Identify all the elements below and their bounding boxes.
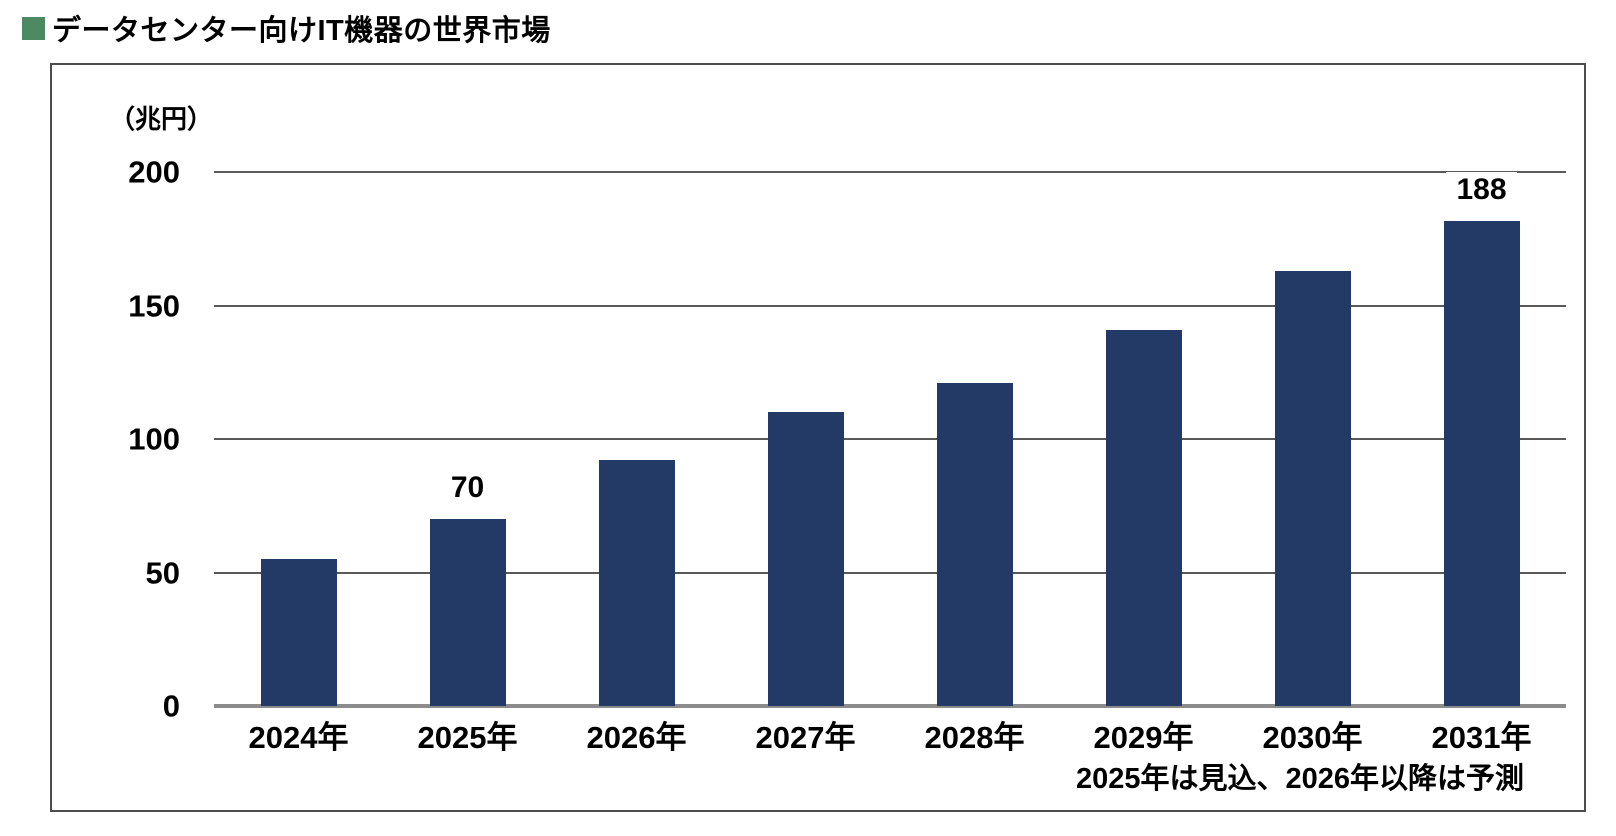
bar-2029年	[1105, 329, 1182, 706]
x-tick-label-2031年: 2031年	[1431, 720, 1532, 755]
bar-value-label-2025年: 70	[440, 470, 495, 507]
bar-slot-2029年	[1059, 172, 1228, 706]
bar-slot-2025年: 70	[383, 172, 552, 706]
y-tick-label-50: 50	[145, 555, 180, 590]
bar-slot-2031年: 188	[1397, 172, 1566, 706]
x-tick-label-2030年: 2030年	[1262, 720, 1363, 755]
bar-slot-2030年	[1228, 172, 1397, 706]
page-title-text: データセンター向けIT機器の世界市場	[52, 15, 551, 47]
y-tick-label-0: 0	[162, 688, 180, 724]
gridline-100	[214, 438, 1566, 440]
y-tick-label-200: 200	[128, 154, 180, 190]
bar-slot-2024年	[214, 172, 383, 706]
x-tick-label-2026年: 2026年	[586, 720, 687, 755]
chart-frame: （兆円） 70 188 200 150 100 50 0 2024年 2025年 2026年 2…	[50, 63, 1586, 812]
gridline-50	[214, 571, 1566, 574]
bar-slot-2028年	[890, 172, 1059, 706]
chart-footnote: 2025年は見込、2026年以降は予測	[1075, 763, 1524, 795]
x-tick-label-2028年: 2028年	[924, 720, 1025, 755]
bar-2026年	[598, 460, 675, 706]
bar-2025年	[429, 519, 506, 706]
gridline-200	[214, 171, 1566, 173]
bar-2030年	[1274, 270, 1351, 706]
plot-area: 70 188 200 150 100 50 0	[128, 157, 1566, 722]
x-axis-line	[214, 704, 1566, 708]
bar-2027年	[767, 412, 844, 706]
bar-2024年	[260, 559, 337, 706]
bars-layer: 70 188	[214, 172, 1566, 706]
x-tick-label-2025年: 2025年	[417, 720, 518, 755]
bar-2028年	[936, 382, 1013, 706]
y-tick-label-150: 150	[128, 288, 180, 323]
y-axis-unit-label: （兆円）	[109, 104, 214, 134]
x-tick-label-2024年: 2024年	[248, 720, 349, 755]
x-tick-label-2027年: 2027年	[755, 720, 856, 755]
x-tick-label-2029年: 2029年	[1093, 720, 1194, 755]
bar-value-label-2031年: 188	[1446, 172, 1517, 208]
bar-2031年	[1443, 221, 1520, 706]
bar-slot-2026年	[552, 172, 721, 706]
bar-slot-2027年	[721, 172, 890, 706]
gridline-150	[214, 304, 1566, 307]
y-tick-label-100: 100	[128, 421, 180, 457]
x-axis-labels: 2024年 2025年 2026年 2027年 2028年 2029年 2030年 2031年	[214, 712, 1566, 757]
title-bullet-icon	[22, 16, 45, 40]
page-title: データセンター向けIT機器の世界市場	[22, 7, 551, 49]
